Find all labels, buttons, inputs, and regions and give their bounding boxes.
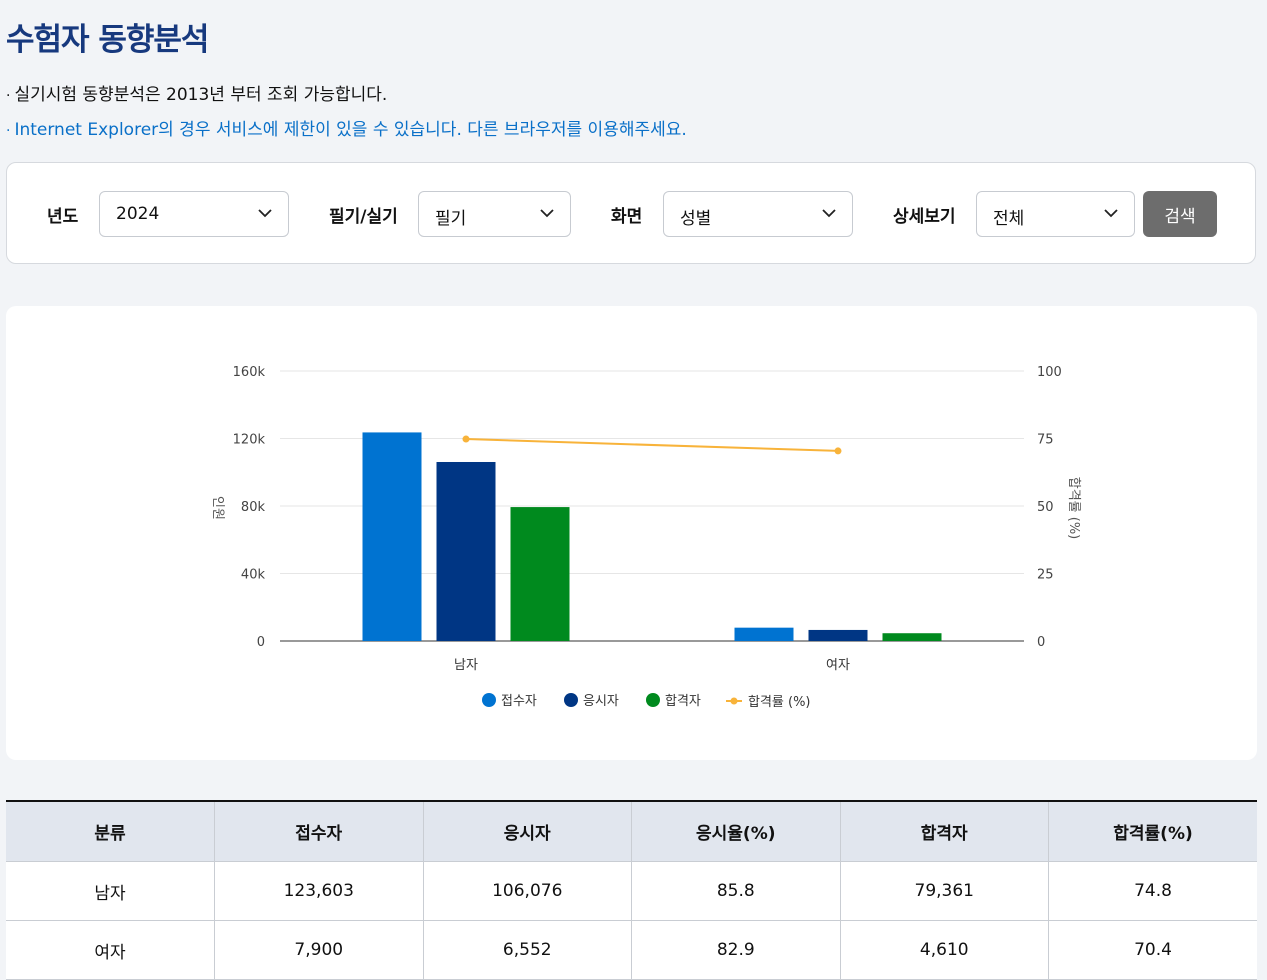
pass-rate-line [465, 438, 839, 452]
column-header: 응시자 [423, 800, 632, 862]
bar-접수자 [734, 627, 794, 641]
column-header: 접수자 [214, 800, 424, 862]
legend-point-marker [730, 697, 738, 705]
legend-dot [564, 693, 578, 707]
legend-label: 합격률 (%) [748, 695, 811, 710]
table-cell: 6,552 [423, 920, 632, 980]
search-button[interactable]: 검색 [1143, 191, 1217, 237]
y2-tick-label: 0 [1037, 635, 1045, 650]
legend-dot [482, 693, 496, 707]
table-cell: 남자 [6, 861, 215, 921]
year-label: 년도 [47, 207, 79, 227]
y-tick-label: 0 [257, 635, 265, 650]
view-select-value: 성별 [680, 209, 712, 229]
chevron-down-icon [1104, 209, 1118, 218]
table-row: 남자 123,603 106,076 85.8 79,361 74.8 [6, 861, 1257, 921]
year-select[interactable]: 2024 [99, 191, 289, 237]
y2-tick-label: 25 [1037, 568, 1054, 583]
y-tick-label: 40k [241, 568, 266, 583]
table-cell: 7,900 [214, 920, 424, 980]
detail-label: 상세보기 [893, 207, 956, 227]
bar-응시자 [436, 461, 496, 641]
detail-select-value: 전체 [993, 209, 1025, 229]
legend-label: 접수자 [501, 694, 537, 709]
y-axis-title: 인원 [210, 496, 225, 520]
result-table: 분류 접수자 응시자 응시율(%) 합격자 합격률(%) 남자 123,603 106,076… [6, 800, 1257, 980]
year-select-value: 2024 [116, 204, 160, 224]
bar-접수자 [362, 432, 422, 641]
column-header: 합격자 [840, 800, 1049, 862]
bullet: · [6, 123, 11, 139]
chevron-down-icon [822, 209, 836, 218]
y2-tick-label: 75 [1037, 433, 1054, 448]
y2-tick-label: 50 [1037, 500, 1054, 515]
table-cell: 106,076 [423, 861, 632, 921]
column-header: 분류 [6, 800, 215, 862]
y2-tick-label: 100 [1037, 365, 1062, 380]
y2-axis-title: 합격률 (%) [1066, 477, 1081, 540]
column-header: 응시율(%) [631, 800, 841, 862]
table-cell: 79,361 [840, 861, 1049, 921]
search-filter-panel: 년도 2024 필기/실기 필기 화면 성별 상세보기 전체 검색 [6, 162, 1256, 264]
legend-label: 합격자 [665, 694, 701, 709]
trend-chart-panel: 0 40k 80k 120k 160k 0 25 50 75 100 인원 합격률 (%) 남자 여자 접수… [6, 306, 1257, 760]
bar-합격자 [882, 633, 942, 641]
pass-rate-point [834, 447, 842, 455]
table-cell: 70.4 [1048, 920, 1257, 980]
note-text: Internet Explorer의 경우 서비스에 제한이 있을 수 있습니다… [14, 120, 687, 140]
note-text: 실기시험 동향분석은 2013년 부터 조회 가능합니다. [14, 85, 388, 105]
x-category-label: 여자 [826, 658, 850, 673]
browser-warning-note: · Internet Explorer의 경우 서비스에 제한이 있을 수 있습니… [6, 115, 687, 140]
y-tick-label: 160k [233, 365, 266, 380]
legend-label: 응시자 [583, 694, 619, 709]
exam-type-select-value: 필기 [435, 209, 467, 229]
table-cell: 85.8 [631, 861, 841, 921]
view-select[interactable]: 성별 [663, 191, 853, 237]
chevron-down-icon [540, 209, 554, 218]
column-header: 합격률(%) [1048, 800, 1257, 862]
x-category-label: 남자 [454, 658, 478, 673]
page-title: 수험자 동향분석 [6, 22, 209, 58]
y-tick-label: 120k [233, 433, 266, 448]
y-tick-label: 80k [241, 500, 266, 515]
bullet: · [6, 88, 11, 104]
table-cell: 82.9 [631, 920, 841, 980]
bar-응시자 [808, 629, 868, 641]
exam-type-select[interactable]: 필기 [418, 191, 571, 237]
table-cell: 74.8 [1048, 861, 1257, 921]
table-cell: 123,603 [214, 861, 424, 921]
table-cell: 4,610 [840, 920, 1049, 980]
result-table-container: 분류 접수자 응시자 응시율(%) 합격자 합격률(%) 남자 123,603 106,076… [6, 800, 1257, 980]
legend-dot [646, 693, 660, 707]
chevron-down-icon [258, 209, 272, 218]
detail-select[interactable]: 전체 [976, 191, 1135, 237]
table-cell: 여자 [6, 920, 215, 980]
bar-합격자 [510, 507, 570, 641]
info-note: · 실기시험 동향분석은 2013년 부터 조회 가능합니다. [6, 80, 387, 105]
view-label: 화면 [611, 207, 643, 227]
table-header-row: 분류 접수자 응시자 응시율(%) 합격자 합격률(%) [6, 800, 1257, 862]
exam-type-label: 필기/실기 [329, 207, 398, 227]
pass-rate-point [462, 435, 470, 443]
table-row: 여자 7,900 6,552 82.9 4,610 70.4 [6, 920, 1257, 980]
